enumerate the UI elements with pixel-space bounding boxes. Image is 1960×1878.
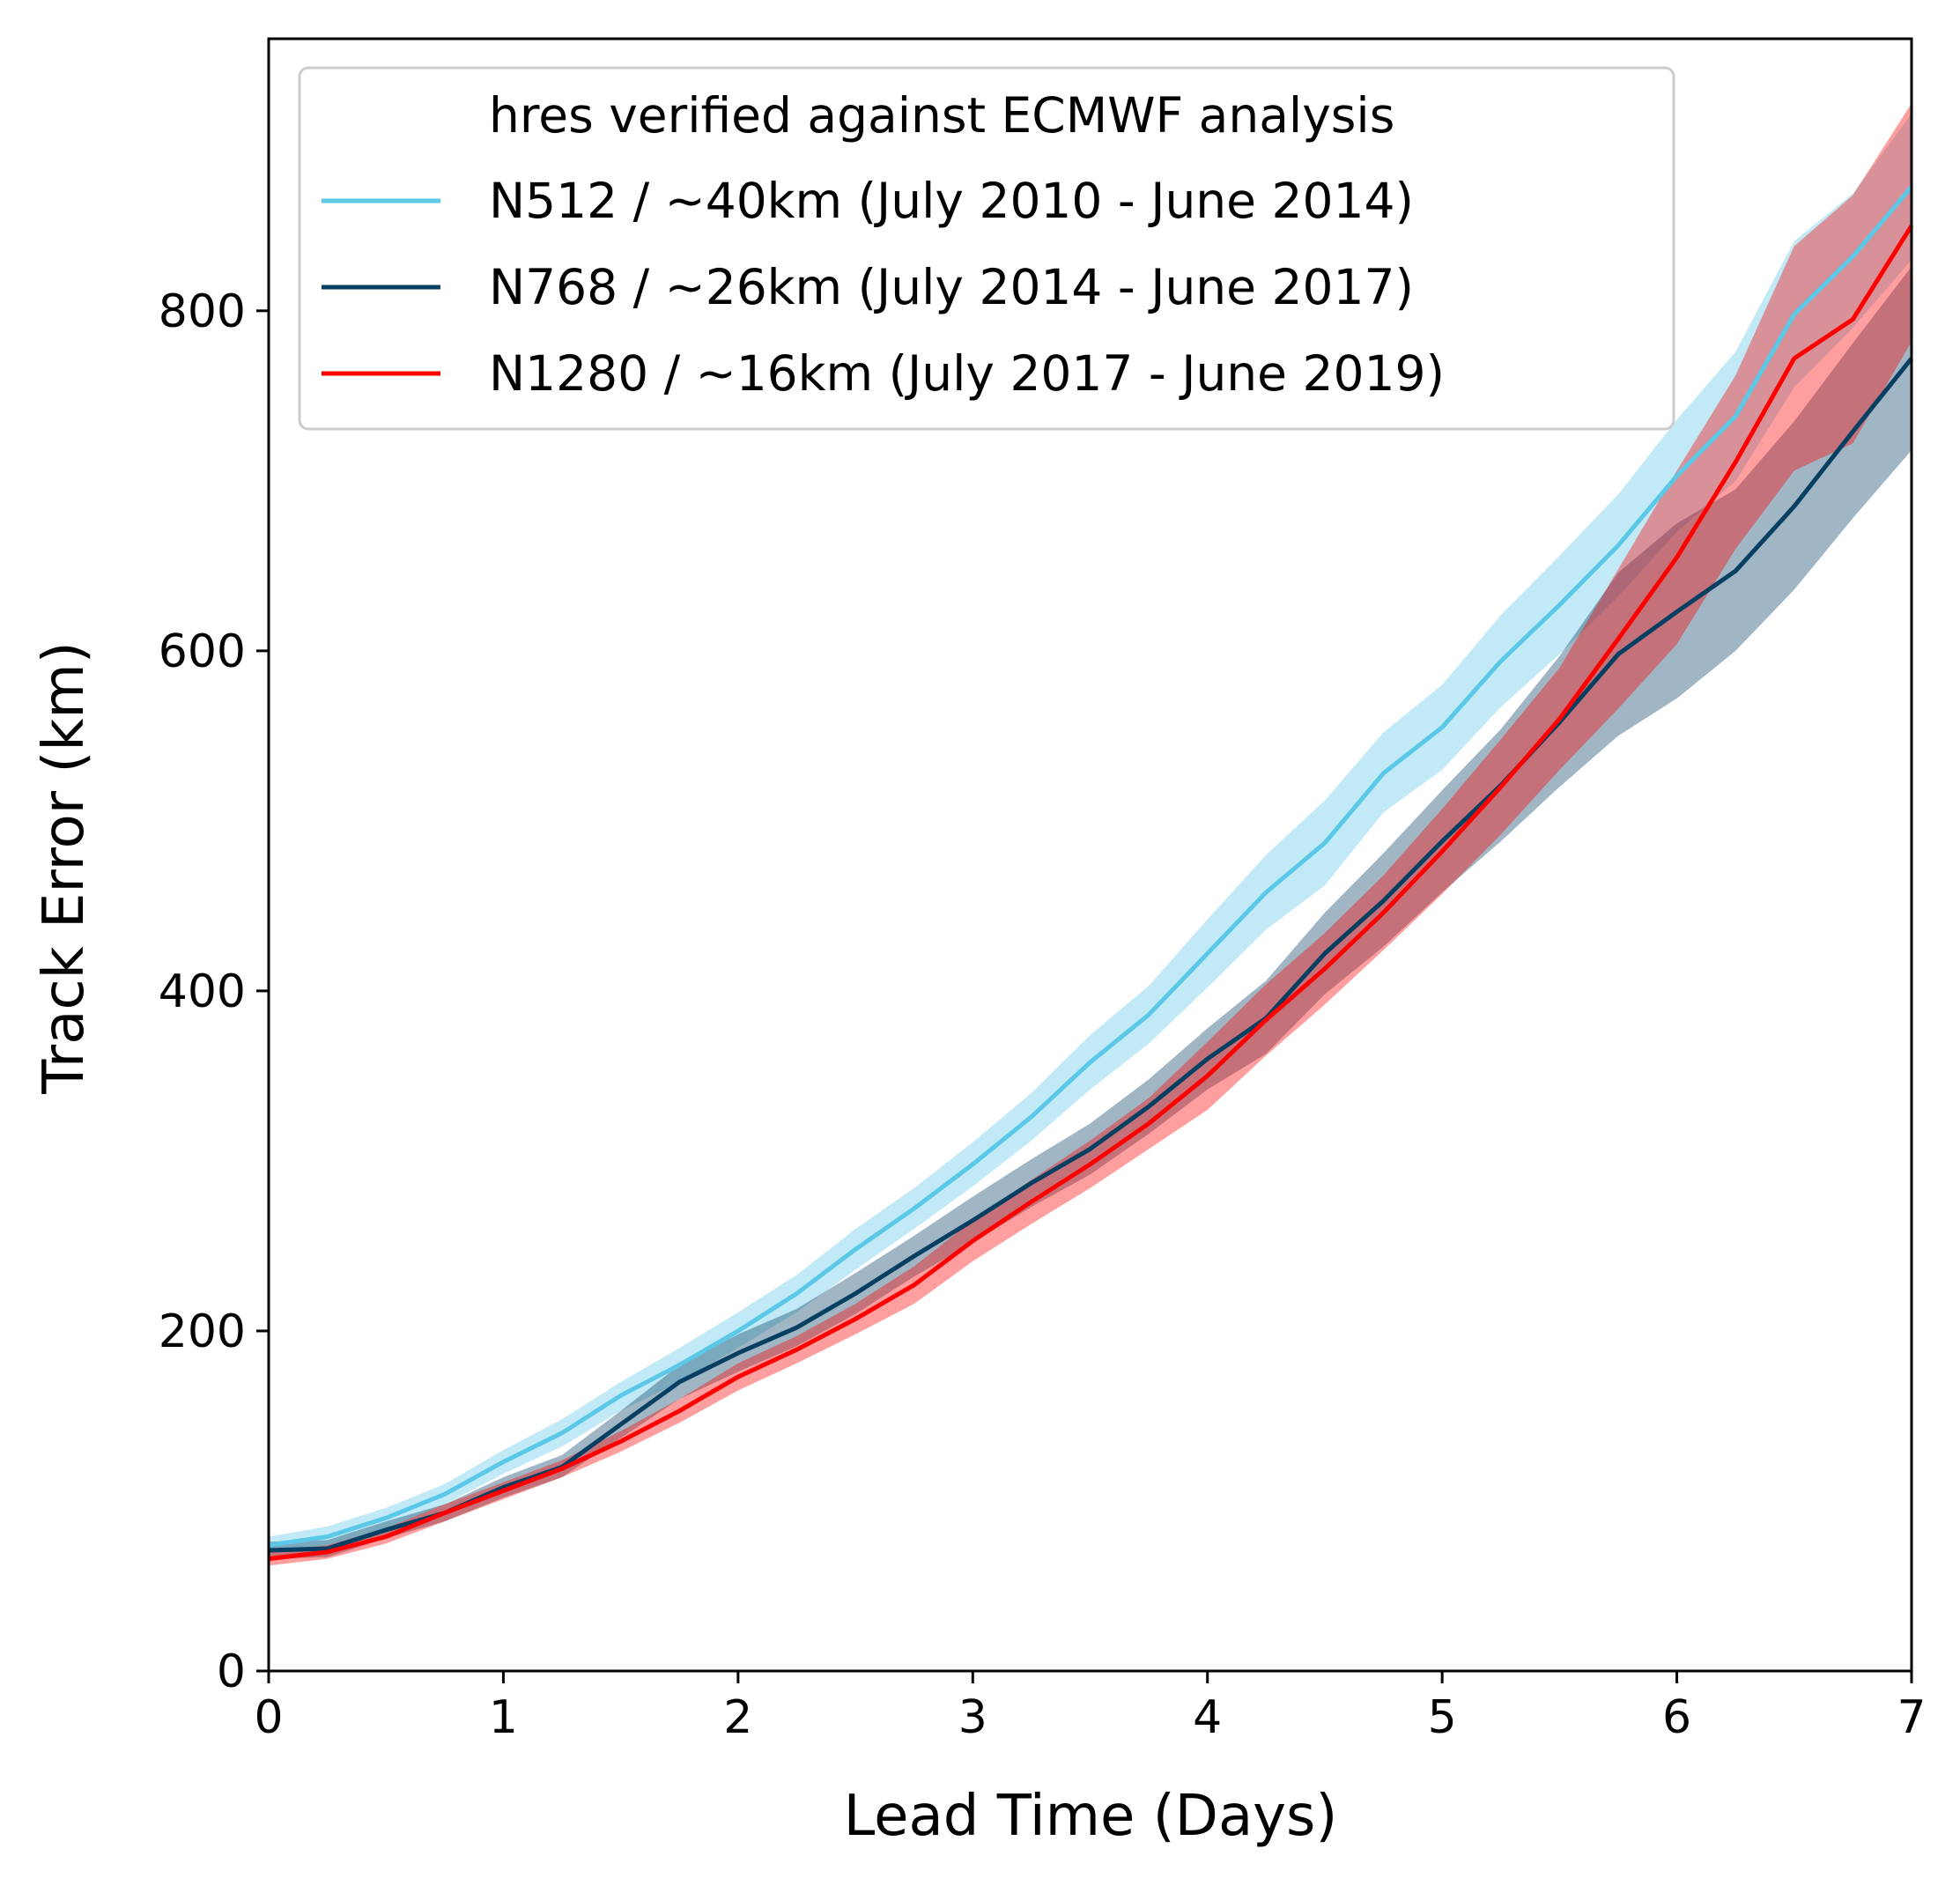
y-axis-title: Track Error (km) xyxy=(32,641,97,1095)
y-tick-label: 400 xyxy=(159,965,246,1018)
legend-entries: N512 / ~40km (July 2010 - June 2014) N768… xyxy=(322,173,1445,402)
legend-label-2: N768 / ~26km (July 2014 - June 2017) xyxy=(489,259,1414,315)
x-tick-label: 0 xyxy=(254,1691,283,1744)
x-tick-label: 5 xyxy=(1428,1691,1457,1744)
legend-title: hres verified against ECMWF analysis xyxy=(489,87,1394,144)
plot-frame xyxy=(267,37,1913,1673)
x-tick-label: 1 xyxy=(489,1691,518,1744)
series-3-line xyxy=(268,224,1914,1562)
y-tick-label: 0 xyxy=(217,1645,246,1698)
y-tick-label: 200 xyxy=(159,1305,246,1358)
x-tick-label: 4 xyxy=(1193,1691,1222,1744)
x-tick-label: 6 xyxy=(1662,1691,1691,1744)
x-axis-ticks: 0 1 2 3 4 5 6 7 xyxy=(254,1671,1927,1744)
y-axis-ticks: 0 200 400 600 800 xyxy=(159,285,269,1698)
x-axis-title: Lead Time (Days) xyxy=(844,1784,1338,1849)
legend: hres verified against ECMWF analysis N51… xyxy=(298,66,1675,431)
legend-label-1: N512 / ~40km (July 2010 - June 2014) xyxy=(489,173,1414,229)
x-tick-label: 3 xyxy=(958,1691,987,1744)
series-lines xyxy=(268,185,1914,1562)
x-tick-label: 7 xyxy=(1897,1691,1926,1744)
series-1-line xyxy=(268,185,1913,1548)
y-tick-label: 800 xyxy=(159,285,246,338)
legend-label-3: N1280 / ~16km (July 2017 - June 2019) xyxy=(489,345,1445,402)
x-tick-label: 2 xyxy=(723,1691,752,1744)
y-tick-label: 600 xyxy=(159,625,246,678)
legend-box xyxy=(298,66,1675,431)
